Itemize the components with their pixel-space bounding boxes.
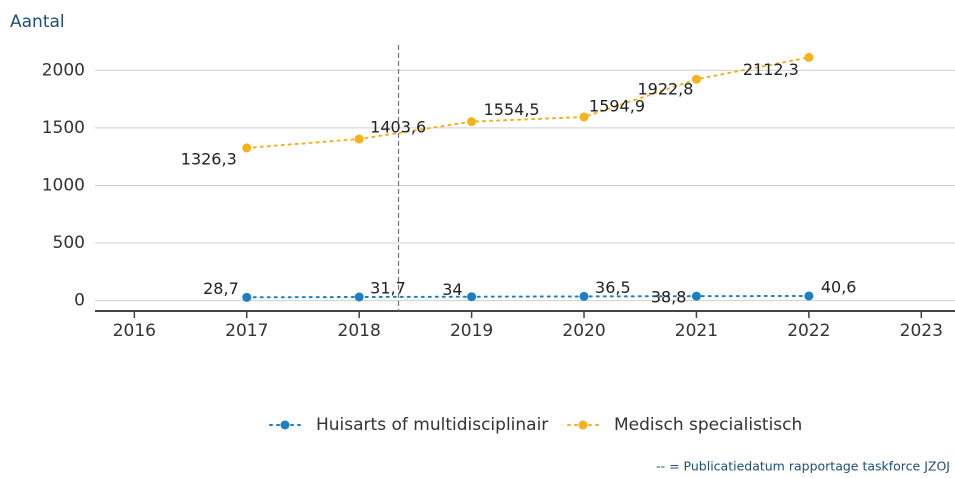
legend-marker xyxy=(578,420,588,430)
data-label: 38,8 xyxy=(651,288,687,307)
data-label: 1403,6 xyxy=(370,118,426,137)
data-label: 28,7 xyxy=(203,279,239,298)
point xyxy=(354,134,364,144)
y-tick-label: 500 xyxy=(53,233,85,253)
data-label: 36,5 xyxy=(595,278,631,297)
point xyxy=(579,291,589,301)
legend-marker xyxy=(280,420,290,430)
x-tick-label: 2019 xyxy=(450,321,493,341)
legend-label: Huisarts of multidisciplinair xyxy=(316,415,548,435)
x-tick-label: 2023 xyxy=(900,321,943,341)
y-tick-label: 2000 xyxy=(42,60,85,80)
y-tick-label: 1000 xyxy=(42,175,85,195)
data-label: 1326,3 xyxy=(181,149,237,168)
x-tick-label: 2016 xyxy=(113,321,156,341)
y-tick-label: 0 xyxy=(74,291,85,311)
point xyxy=(579,112,589,122)
x-tick-label: 2022 xyxy=(787,321,830,341)
point xyxy=(804,52,814,62)
data-label: 1922,8 xyxy=(637,80,693,99)
y-axis-title: Aantal xyxy=(10,12,65,32)
x-tick-label: 2017 xyxy=(225,321,268,341)
y-tick-label: 1500 xyxy=(42,118,85,138)
x-tick-label: 2018 xyxy=(338,321,381,341)
legend-label: Medisch specialistisch xyxy=(614,415,802,435)
data-label: 31,7 xyxy=(370,278,406,297)
data-label: 1594,9 xyxy=(589,96,645,115)
series-line xyxy=(245,294,810,299)
x-tick-label: 2021 xyxy=(675,321,718,341)
point xyxy=(691,291,701,301)
point xyxy=(691,74,701,84)
data-label: 40,6 xyxy=(821,277,857,296)
data-label: 1554,5 xyxy=(484,100,540,119)
data-label: 2112,3 xyxy=(743,60,799,79)
x-tick-label: 2020 xyxy=(562,321,605,341)
point xyxy=(804,291,814,301)
data-label: 34 xyxy=(442,280,462,299)
point xyxy=(242,143,252,153)
point xyxy=(242,292,252,302)
point xyxy=(467,117,477,127)
point xyxy=(467,292,477,302)
series-line xyxy=(245,56,810,149)
annotation: -- = Publicatiedatum rapportage taskforc… xyxy=(656,459,950,474)
point xyxy=(354,292,364,302)
